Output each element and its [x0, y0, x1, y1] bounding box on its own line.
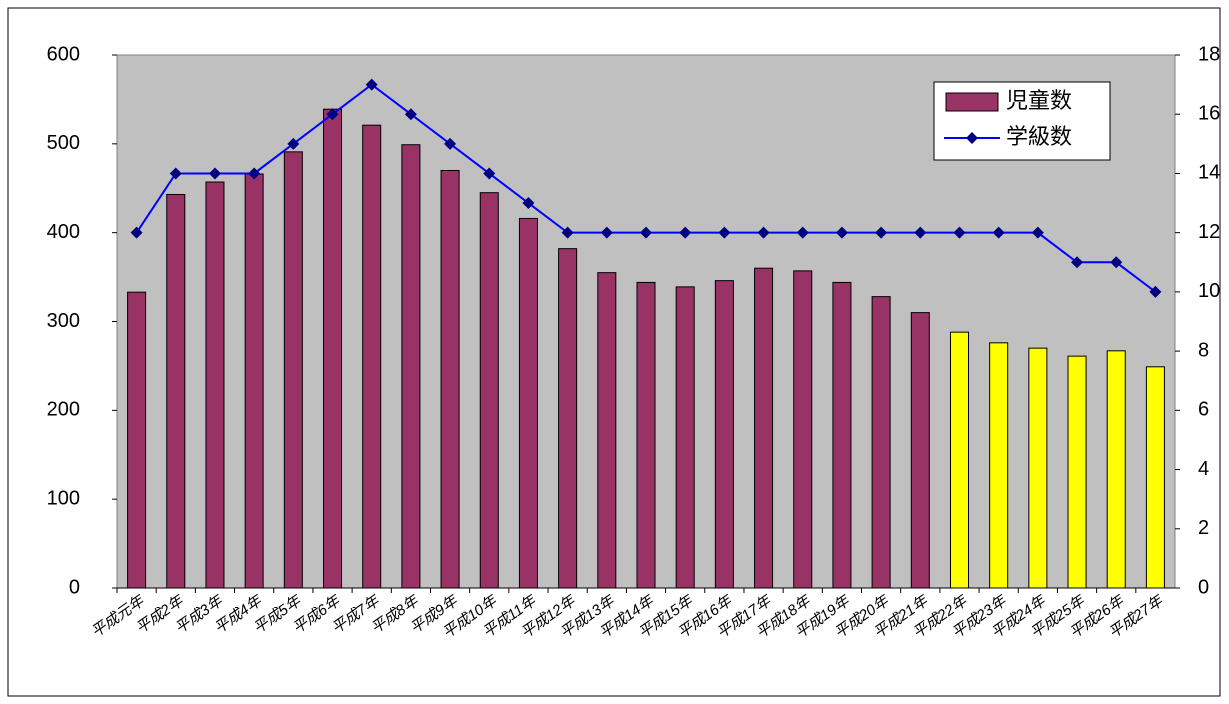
y2-tick-label: 14 — [1198, 162, 1220, 184]
bar — [1028, 347, 1048, 589]
marker — [561, 226, 574, 239]
y-tick-label: 0 — [69, 576, 80, 598]
bar — [323, 108, 343, 589]
marker — [992, 226, 1005, 239]
bar — [479, 192, 499, 589]
marker — [796, 226, 809, 239]
marker — [1031, 226, 1044, 239]
marker — [483, 167, 496, 180]
y2-tick-label: 2 — [1198, 517, 1209, 539]
bar — [518, 217, 538, 589]
bar — [440, 169, 460, 589]
bar — [793, 270, 813, 589]
legend-swatch — [945, 92, 999, 112]
bar — [558, 248, 578, 589]
marker — [522, 197, 535, 210]
y-tick-label: 200 — [47, 399, 80, 421]
marker — [757, 226, 770, 239]
legend-label: 学級数 — [1006, 124, 1072, 149]
bar — [597, 272, 617, 589]
bar — [949, 331, 969, 589]
bar — [283, 151, 303, 589]
marker — [1110, 256, 1123, 269]
marker — [169, 167, 182, 180]
marker — [640, 226, 652, 239]
marker — [287, 137, 300, 150]
y2-tick-label: 4 — [1198, 458, 1209, 480]
y2-tick-label: 18 — [1198, 43, 1220, 65]
bar — [1145, 366, 1165, 589]
marker — [679, 226, 692, 239]
marker — [444, 137, 457, 150]
marker — [365, 78, 378, 91]
bar — [989, 342, 1009, 589]
marker — [875, 226, 888, 239]
y-tick-label: 100 — [47, 487, 80, 509]
y2-tick-label: 10 — [1198, 280, 1220, 302]
marker — [1071, 256, 1084, 269]
marker — [208, 167, 221, 180]
bar — [754, 267, 774, 589]
marker — [835, 226, 848, 239]
y-tick-label: 600 — [47, 43, 80, 65]
bar — [401, 144, 421, 589]
y2-tick-label: 16 — [1198, 103, 1220, 125]
marker — [914, 226, 927, 239]
y2-tick-label: 12 — [1198, 221, 1220, 243]
marker — [1149, 285, 1162, 298]
marker — [248, 167, 261, 180]
marker — [953, 226, 966, 239]
marker — [718, 226, 731, 239]
bar — [205, 181, 225, 589]
bar — [362, 124, 382, 589]
y2-tick-label: 0 — [1198, 576, 1209, 598]
bar — [871, 296, 891, 589]
bar — [127, 291, 147, 589]
marker — [600, 226, 613, 239]
bar — [166, 193, 186, 589]
bar — [636, 281, 656, 589]
y-tick-label: 400 — [47, 221, 80, 243]
marker — [130, 226, 143, 239]
y2-tick-label: 8 — [1198, 339, 1209, 361]
bar — [1067, 355, 1087, 589]
bar — [714, 280, 734, 589]
marker — [404, 108, 417, 121]
bar — [1106, 350, 1126, 589]
bar — [675, 286, 695, 589]
y-tick-label: 500 — [47, 132, 80, 154]
marker — [326, 108, 339, 121]
bar — [832, 281, 852, 589]
y-tick-label: 300 — [47, 310, 80, 332]
y2-tick-label: 6 — [1198, 399, 1209, 421]
bar — [910, 312, 930, 589]
legend-marker — [966, 132, 978, 144]
legend-label: 児童数 — [1006, 88, 1072, 113]
bar — [244, 173, 264, 589]
